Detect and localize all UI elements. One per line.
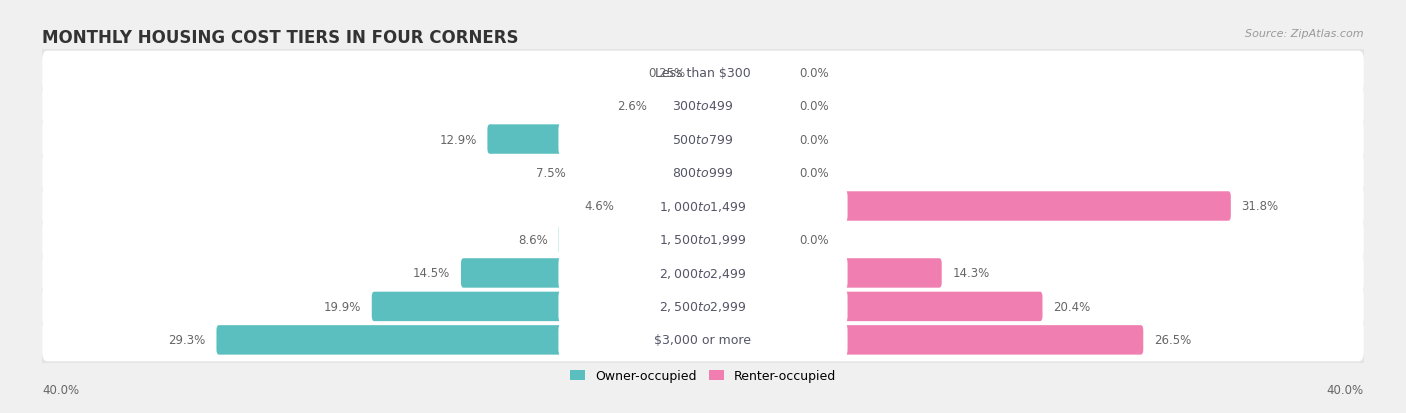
FancyBboxPatch shape (576, 159, 706, 188)
FancyBboxPatch shape (42, 52, 1364, 94)
FancyBboxPatch shape (42, 185, 1364, 228)
FancyBboxPatch shape (558, 323, 848, 358)
Legend: Owner-occupied, Renter-occupied: Owner-occupied, Renter-occupied (569, 369, 837, 382)
FancyBboxPatch shape (700, 192, 1230, 221)
FancyBboxPatch shape (558, 89, 848, 124)
FancyBboxPatch shape (700, 92, 789, 121)
Text: 0.0%: 0.0% (799, 66, 828, 79)
FancyBboxPatch shape (42, 285, 1364, 328)
FancyBboxPatch shape (37, 183, 1369, 230)
FancyBboxPatch shape (700, 125, 789, 154)
FancyBboxPatch shape (37, 316, 1369, 364)
FancyBboxPatch shape (558, 256, 848, 291)
Text: 40.0%: 40.0% (1327, 384, 1364, 396)
FancyBboxPatch shape (37, 49, 1369, 97)
FancyBboxPatch shape (700, 58, 789, 88)
FancyBboxPatch shape (371, 292, 706, 321)
Text: $3,000 or more: $3,000 or more (655, 334, 751, 347)
Text: $500 to $799: $500 to $799 (672, 133, 734, 146)
FancyBboxPatch shape (700, 292, 1042, 321)
FancyBboxPatch shape (700, 325, 1143, 355)
Text: $2,000 to $2,499: $2,000 to $2,499 (659, 266, 747, 280)
FancyBboxPatch shape (461, 259, 706, 288)
FancyBboxPatch shape (37, 83, 1369, 130)
FancyBboxPatch shape (624, 192, 706, 221)
Text: 19.9%: 19.9% (323, 300, 361, 313)
FancyBboxPatch shape (37, 216, 1369, 263)
FancyBboxPatch shape (700, 259, 942, 288)
Text: 40.0%: 40.0% (42, 384, 79, 396)
FancyBboxPatch shape (37, 150, 1369, 197)
FancyBboxPatch shape (37, 116, 1369, 164)
FancyBboxPatch shape (42, 152, 1364, 195)
FancyBboxPatch shape (558, 222, 848, 257)
FancyBboxPatch shape (658, 92, 706, 121)
Text: 14.5%: 14.5% (413, 267, 450, 280)
Text: 14.3%: 14.3% (952, 267, 990, 280)
Text: 20.4%: 20.4% (1053, 300, 1091, 313)
FancyBboxPatch shape (217, 325, 706, 355)
Text: 2.6%: 2.6% (617, 100, 647, 113)
Text: 0.25%: 0.25% (648, 66, 686, 79)
Text: 26.5%: 26.5% (1154, 334, 1191, 347)
Text: 29.3%: 29.3% (169, 334, 205, 347)
FancyBboxPatch shape (558, 55, 848, 90)
Text: 0.0%: 0.0% (799, 100, 828, 113)
Text: 8.6%: 8.6% (517, 233, 548, 247)
FancyBboxPatch shape (558, 122, 848, 157)
FancyBboxPatch shape (696, 58, 706, 88)
Text: $800 to $999: $800 to $999 (672, 166, 734, 180)
Text: $1,500 to $1,999: $1,500 to $1,999 (659, 233, 747, 247)
Text: 4.6%: 4.6% (583, 200, 614, 213)
FancyBboxPatch shape (42, 85, 1364, 128)
FancyBboxPatch shape (42, 319, 1364, 361)
Text: $1,000 to $1,499: $1,000 to $1,499 (659, 199, 747, 214)
FancyBboxPatch shape (42, 119, 1364, 161)
Text: 31.8%: 31.8% (1241, 200, 1278, 213)
FancyBboxPatch shape (37, 249, 1369, 297)
Text: MONTHLY HOUSING COST TIERS IN FOUR CORNERS: MONTHLY HOUSING COST TIERS IN FOUR CORNE… (42, 29, 519, 47)
Text: 0.0%: 0.0% (799, 233, 828, 247)
FancyBboxPatch shape (558, 189, 848, 224)
FancyBboxPatch shape (700, 159, 789, 188)
FancyBboxPatch shape (42, 252, 1364, 294)
FancyBboxPatch shape (37, 283, 1369, 330)
Text: 12.9%: 12.9% (439, 133, 477, 146)
FancyBboxPatch shape (558, 156, 848, 191)
Text: 0.0%: 0.0% (799, 166, 828, 180)
Text: $2,500 to $2,999: $2,500 to $2,999 (659, 300, 747, 313)
FancyBboxPatch shape (42, 218, 1364, 261)
FancyBboxPatch shape (700, 225, 789, 254)
Text: 7.5%: 7.5% (536, 166, 565, 180)
Text: $300 to $499: $300 to $499 (672, 100, 734, 113)
Text: 0.0%: 0.0% (799, 133, 828, 146)
FancyBboxPatch shape (558, 225, 706, 254)
Text: Source: ZipAtlas.com: Source: ZipAtlas.com (1246, 29, 1364, 39)
Text: Less than $300: Less than $300 (655, 66, 751, 79)
FancyBboxPatch shape (488, 125, 706, 154)
FancyBboxPatch shape (558, 289, 848, 324)
